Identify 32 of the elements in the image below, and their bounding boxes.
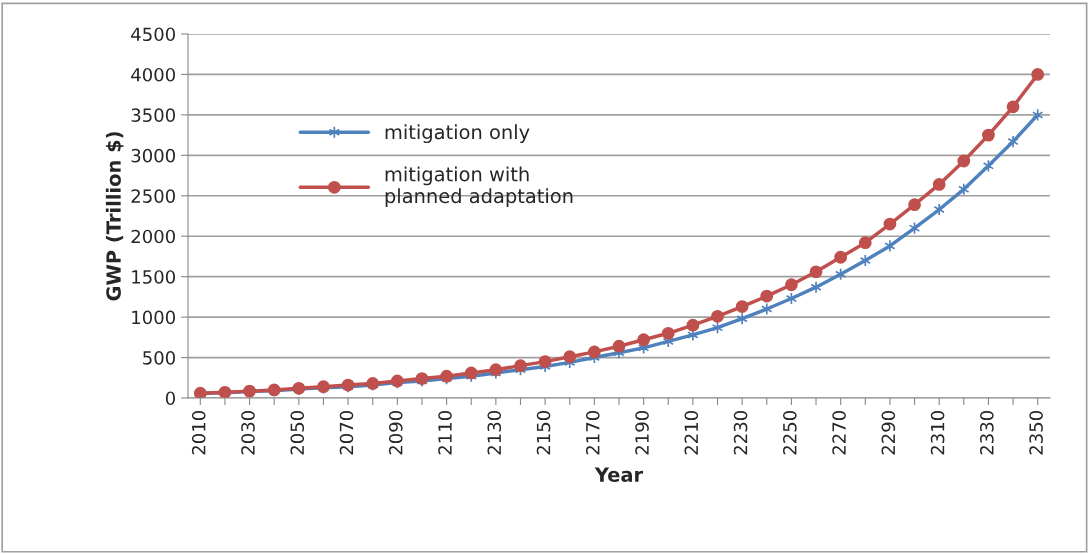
x-tick-label: 2170 bbox=[585, 411, 600, 455]
y-tick-label: 1500 bbox=[132, 270, 175, 284]
legend-label: mitigation only bbox=[385, 124, 530, 144]
y-tick-label: 1000 bbox=[132, 310, 175, 325]
x-tick-label: 2010 bbox=[191, 411, 206, 455]
x-tick-label: 2250 bbox=[782, 411, 797, 455]
y-tick-label: 3000 bbox=[131, 148, 175, 163]
y-tick-label: 4000 bbox=[131, 67, 175, 82]
x-tick-label: 2110 bbox=[438, 411, 452, 455]
x-tick-label: 2210 bbox=[684, 411, 699, 455]
x-tick-label: 2050 bbox=[290, 411, 305, 455]
y-tick-label: 4500 bbox=[131, 27, 175, 42]
y-tick-label: 3500 bbox=[131, 108, 175, 123]
x-tick-label: 2090 bbox=[388, 411, 403, 455]
x-tick-label: 2330 bbox=[980, 411, 994, 455]
y-tick-label: 2000 bbox=[131, 229, 175, 244]
y-tick-label: 0 bbox=[165, 391, 175, 406]
x-axis-title: Year bbox=[594, 467, 644, 482]
y-axis-title: GWP (Trillion $) bbox=[105, 132, 124, 301]
y-tick-label: 2500 bbox=[131, 189, 175, 203]
x-tick-label: 2350 bbox=[1029, 411, 1043, 455]
x-tick-label: 2310 bbox=[930, 411, 945, 455]
y-tick-label: 500 bbox=[143, 351, 175, 365]
x-tick-label: 2270 bbox=[832, 411, 846, 455]
x-tick-label: 2230 bbox=[733, 411, 748, 455]
x-tick-label: 2130 bbox=[487, 411, 502, 455]
legend-label: mitigation with planned adaptation bbox=[385, 166, 573, 208]
x-tick-label: 2290 bbox=[881, 411, 896, 455]
x-tick-label: 2070 bbox=[339, 411, 354, 455]
x-tick-label: 2150 bbox=[536, 411, 551, 455]
x-tick-label: 2030 bbox=[241, 411, 255, 455]
x-tick-label: 2190 bbox=[635, 411, 649, 455]
